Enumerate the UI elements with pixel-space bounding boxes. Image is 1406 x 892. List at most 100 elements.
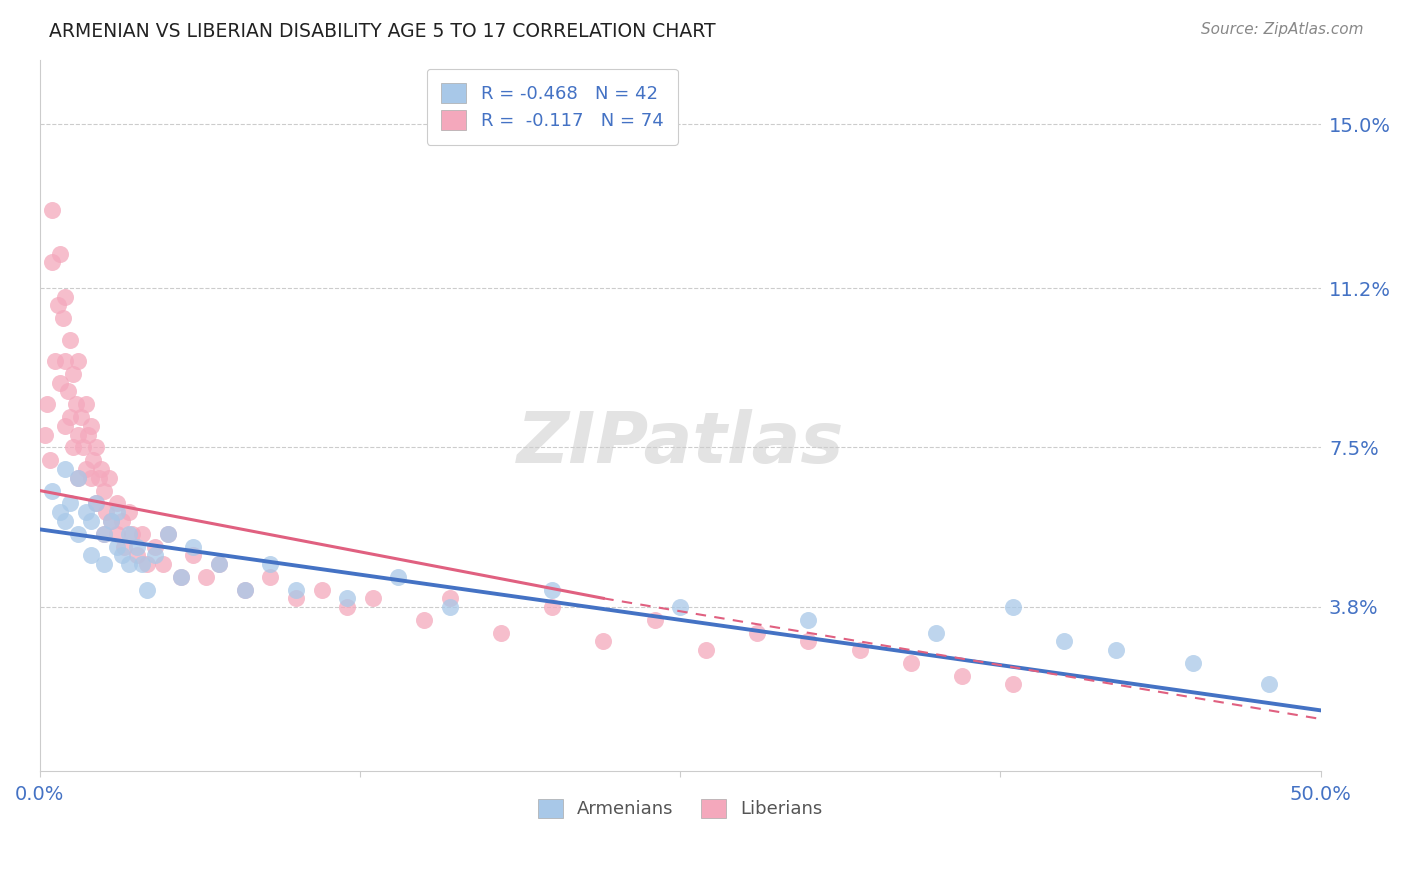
Point [67, 470, 90, 484]
Point [644, 613, 666, 627]
Point [44, 354, 66, 368]
Point [53, 514, 76, 528]
Point [100, 514, 122, 528]
Point [745, 625, 768, 640]
Point [669, 599, 692, 614]
Point [84, 496, 107, 510]
Point [67, 354, 90, 368]
Point [67, 470, 90, 484]
Point [62, 368, 84, 382]
Point [75, 462, 97, 476]
Point [1181, 656, 1204, 670]
Point [82, 453, 104, 467]
Point [84, 441, 107, 455]
Point [259, 570, 281, 584]
Point [336, 591, 359, 606]
Point [259, 557, 281, 571]
Text: ARMENIAN VS LIBERIAN DISABILITY AGE 5 TO 17 CORRELATION CHART: ARMENIAN VS LIBERIAN DISABILITY AGE 5 TO… [49, 22, 716, 41]
Point [233, 582, 256, 597]
Point [183, 548, 205, 562]
Point [90, 462, 112, 476]
Point [111, 514, 134, 528]
Point [950, 669, 973, 683]
Point [62, 441, 84, 455]
Point [41, 483, 63, 498]
Point [156, 526, 179, 541]
Point [125, 540, 148, 554]
Point [1002, 677, 1025, 691]
Point [96, 505, 118, 519]
Point [80, 548, 103, 562]
Point [49, 505, 72, 519]
Point [208, 557, 231, 571]
Point [169, 570, 191, 584]
Point [195, 570, 218, 584]
Point [75, 505, 97, 519]
Point [156, 526, 179, 541]
Point [80, 470, 103, 484]
Legend: Armenians, Liberians: Armenians, Liberians [530, 791, 830, 826]
Point [848, 643, 870, 657]
Point [72, 441, 94, 455]
Point [69, 410, 91, 425]
Point [80, 514, 103, 528]
Point [284, 582, 307, 597]
Point [53, 290, 76, 304]
Point [1105, 643, 1128, 657]
Point [439, 591, 461, 606]
Point [112, 540, 135, 554]
Point [41, 255, 63, 269]
Point [59, 410, 82, 425]
Point [541, 599, 564, 614]
Point [49, 376, 72, 390]
Point [925, 625, 948, 640]
Point [439, 599, 461, 614]
Point [77, 427, 100, 442]
Point [67, 427, 90, 442]
Point [105, 496, 128, 510]
Point [125, 548, 148, 562]
Point [336, 599, 359, 614]
Point [39, 453, 62, 467]
Point [489, 625, 512, 640]
Point [1258, 677, 1281, 691]
Point [84, 496, 107, 510]
Point [65, 397, 87, 411]
Point [284, 591, 307, 606]
Point [541, 582, 564, 597]
Point [80, 418, 103, 433]
Point [131, 557, 153, 571]
Point [152, 557, 174, 571]
Point [131, 526, 153, 541]
Point [695, 643, 717, 657]
Point [1002, 599, 1025, 614]
Point [49, 246, 72, 260]
Point [118, 526, 141, 541]
Point [53, 354, 76, 368]
Point [121, 526, 143, 541]
Point [105, 505, 128, 519]
Point [900, 656, 922, 670]
Point [233, 582, 256, 597]
Point [361, 591, 384, 606]
Point [93, 557, 115, 571]
Point [1053, 634, 1076, 648]
Point [93, 483, 115, 498]
Point [797, 613, 820, 627]
Point [592, 634, 614, 648]
Point [208, 557, 231, 571]
Point [136, 582, 159, 597]
Point [59, 333, 82, 347]
Point [413, 613, 436, 627]
Point [56, 384, 79, 399]
Point [41, 203, 63, 218]
Point [100, 514, 122, 528]
Text: Source: ZipAtlas.com: Source: ZipAtlas.com [1201, 22, 1364, 37]
Point [87, 470, 110, 484]
Point [797, 634, 820, 648]
Point [75, 397, 97, 411]
Point [97, 470, 120, 484]
Point [105, 540, 128, 554]
Point [118, 557, 141, 571]
Point [169, 570, 191, 584]
